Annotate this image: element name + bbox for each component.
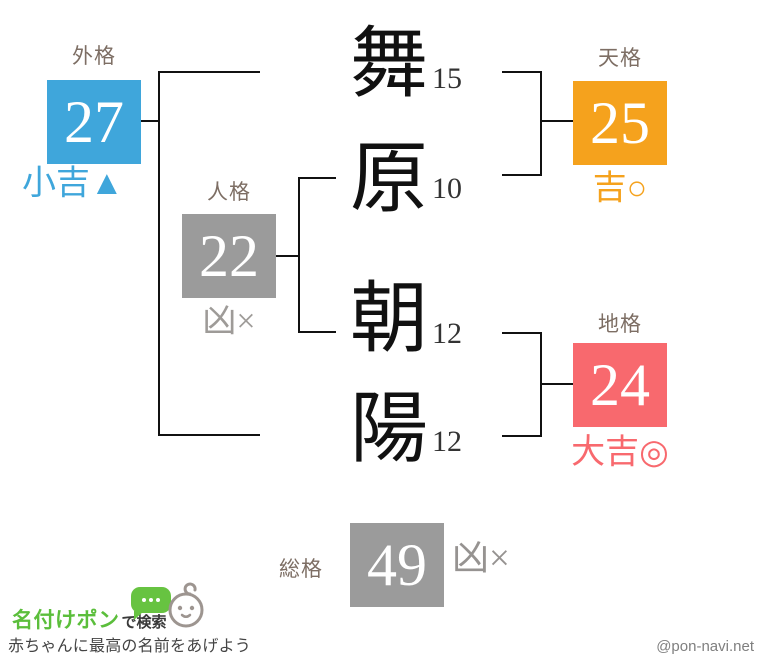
speech-dot xyxy=(142,598,146,602)
chikaku-label: 地格 xyxy=(598,313,642,336)
name-char-3: 朝 xyxy=(350,275,429,362)
soukaku-value-box: 49 xyxy=(350,523,444,607)
connector-line-gaikaku-bottom xyxy=(158,434,260,436)
tenkaku-fortune: 吉○ xyxy=(592,170,648,207)
connector-line-jinkaku-box xyxy=(276,255,298,257)
chikaku-value-box: 24 xyxy=(573,343,667,427)
jinkaku-label: 人格 xyxy=(207,181,251,204)
soukaku-fortune: 凶× xyxy=(452,538,510,579)
gaikaku-fortune: 小吉▲ xyxy=(22,165,124,202)
brand-name: 名付けポン xyxy=(12,609,120,632)
stroke-count-1: 15 xyxy=(432,62,462,95)
brand-suffix: で検索 xyxy=(121,614,167,631)
connector-line-chikaku-top xyxy=(502,332,540,334)
stroke-count-4: 12 xyxy=(432,425,462,458)
name-char-1: 舞 xyxy=(350,20,429,107)
connector-line-jinkaku-bottom xyxy=(298,331,336,333)
connector-line-tenkaku-vertical xyxy=(540,71,542,176)
tenkaku-label: 天格 xyxy=(598,47,642,70)
gaikaku-label: 外格 xyxy=(72,45,116,68)
stroke-count-2: 10 xyxy=(432,172,462,205)
name-char-2: 原 xyxy=(350,135,429,222)
baby-face-icon xyxy=(165,582,209,635)
speech-dot xyxy=(149,598,153,602)
name-char-4: 陽 xyxy=(350,385,429,472)
connector-line-tenkaku-top xyxy=(502,71,540,73)
connector-line-chikaku-bottom xyxy=(502,435,540,437)
connector-line-tenkaku-bottom xyxy=(502,174,540,176)
connector-line-tenkaku-box xyxy=(542,120,573,122)
jinkaku-fortune: 凶× xyxy=(202,303,256,340)
credit: @pon-navi.net xyxy=(656,638,754,655)
connector-line-gaikaku-top xyxy=(158,71,260,73)
connector-line-chikaku-vertical xyxy=(540,332,542,437)
connector-line-chikaku-box xyxy=(542,383,573,385)
connector-line-jinkaku-top xyxy=(298,177,336,179)
tenkaku-value-box: 25 xyxy=(573,81,667,165)
speech-dot xyxy=(156,598,160,602)
brand-logo: 名付けポン で検索 xyxy=(12,604,167,634)
speech-bubble-icon xyxy=(131,587,171,620)
tagline: 赤ちゃんに最高の名前をあげよう xyxy=(8,638,252,655)
jinkaku-value-box: 22 xyxy=(182,214,276,298)
chikaku-fortune: 大吉◎ xyxy=(571,434,669,471)
connector-line-jinkaku-vertical xyxy=(298,177,300,333)
connector-line-gaikaku-box xyxy=(141,120,159,122)
soukaku-label: 総格 xyxy=(279,558,323,581)
connector-line-gaikaku-vertical xyxy=(158,71,160,436)
stroke-count-3: 12 xyxy=(432,317,462,350)
gaikaku-value-box: 27 xyxy=(47,80,141,164)
